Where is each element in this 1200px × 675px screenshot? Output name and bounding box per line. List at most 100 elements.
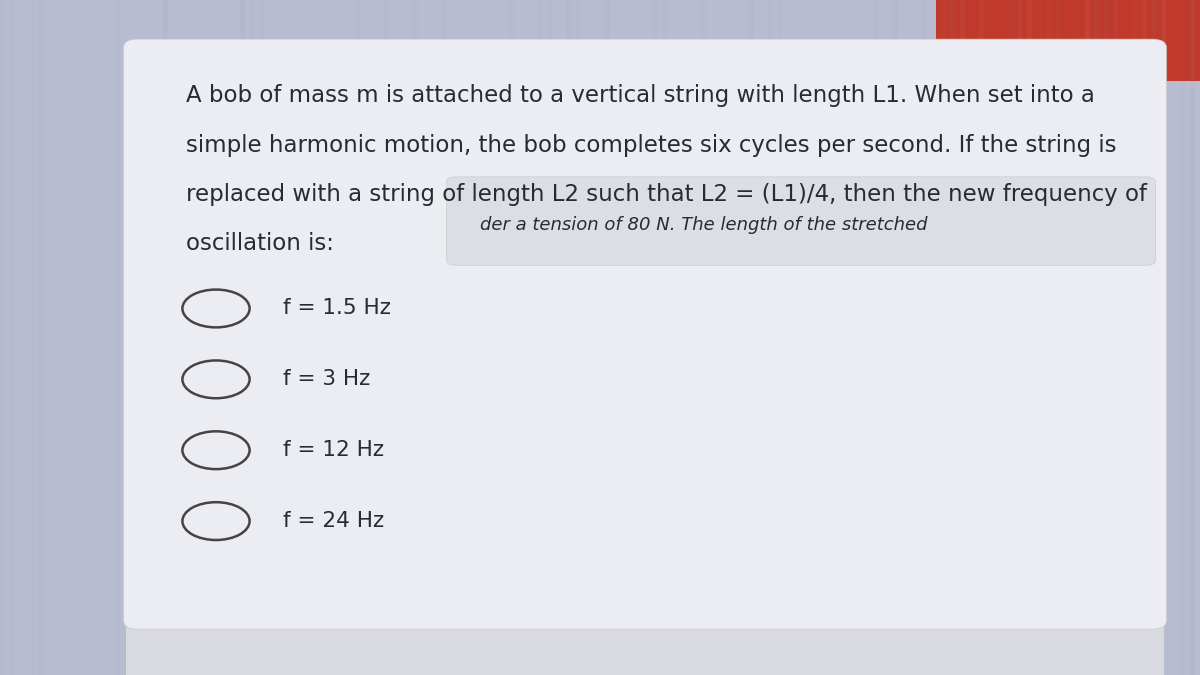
Bar (374, 0, 379, 675)
Bar (1018, 0, 1022, 675)
Bar (1104, 0, 1109, 675)
Bar (806, 0, 811, 675)
Bar (826, 0, 830, 675)
Bar (58, 0, 62, 675)
Bar (1114, 0, 1118, 675)
Bar (346, 0, 350, 675)
Bar (1094, 0, 1099, 675)
Bar (931, 0, 936, 675)
Bar (566, 0, 571, 675)
Bar (1075, 0, 1080, 675)
Bar (653, 0, 658, 675)
Bar (989, 0, 994, 675)
Bar (922, 0, 926, 675)
Bar (979, 0, 984, 675)
Bar (278, 0, 283, 675)
Bar (0, 0, 5, 675)
Bar (1008, 0, 1013, 675)
Bar (950, 0, 955, 675)
Text: simple harmonic motion, the bob completes six cycles per second. If the string i: simple harmonic motion, the bob complete… (186, 134, 1116, 157)
Bar (864, 0, 869, 675)
Bar (902, 0, 907, 675)
Bar (1027, 0, 1032, 675)
Bar (259, 0, 264, 675)
Bar (576, 0, 581, 675)
Bar (182, 0, 187, 675)
Bar (854, 0, 859, 675)
Text: oscillation is:: oscillation is: (186, 232, 334, 255)
Bar (845, 0, 850, 675)
Bar (432, 0, 437, 675)
Bar (480, 0, 485, 675)
Bar (787, 0, 792, 675)
Bar (86, 0, 91, 675)
Bar (1190, 0, 1195, 675)
Text: f = 12 Hz: f = 12 Hz (283, 440, 384, 460)
Bar (19, 0, 24, 675)
Bar (1152, 0, 1157, 675)
Text: der a tension of 80 N. The length of the stretched: der a tension of 80 N. The length of the… (480, 216, 928, 234)
Bar (547, 0, 552, 675)
Bar (883, 0, 888, 675)
Bar (816, 0, 821, 675)
Bar (67, 0, 72, 675)
Bar (96, 0, 101, 675)
Bar (874, 0, 878, 675)
Bar (499, 0, 504, 675)
Bar (422, 0, 427, 675)
Text: f = 3 Hz: f = 3 Hz (283, 369, 371, 389)
Bar (998, 0, 1003, 675)
Bar (1037, 0, 1042, 675)
Bar (144, 0, 149, 675)
Bar (1123, 0, 1128, 675)
Bar (154, 0, 158, 675)
Bar (643, 0, 648, 675)
Bar (960, 0, 965, 675)
Bar (586, 0, 590, 675)
Bar (691, 0, 696, 675)
Bar (451, 0, 456, 675)
Bar (490, 0, 494, 675)
FancyBboxPatch shape (126, 587, 1164, 675)
Bar (10, 0, 14, 675)
Bar (461, 0, 466, 675)
Bar (288, 0, 293, 675)
Bar (518, 0, 523, 675)
Bar (720, 0, 725, 675)
Bar (595, 0, 600, 675)
Bar (624, 0, 629, 675)
Bar (1171, 0, 1176, 675)
Bar (835, 0, 840, 675)
Bar (1066, 0, 1070, 675)
Bar (1056, 0, 1061, 675)
FancyBboxPatch shape (124, 39, 1166, 629)
Bar (48, 0, 53, 675)
Bar (163, 0, 168, 675)
Bar (442, 0, 446, 675)
Bar (202, 0, 206, 675)
Bar (1133, 0, 1138, 675)
Bar (936, 0, 1200, 81)
Bar (413, 0, 418, 675)
Bar (730, 0, 734, 675)
Bar (941, 0, 946, 675)
Bar (1046, 0, 1051, 675)
Bar (634, 0, 638, 675)
Bar (326, 0, 331, 675)
Bar (739, 0, 744, 675)
Bar (662, 0, 667, 675)
Bar (394, 0, 398, 675)
Bar (125, 0, 130, 675)
Bar (173, 0, 178, 675)
Bar (778, 0, 782, 675)
Bar (614, 0, 619, 675)
Bar (1162, 0, 1166, 675)
Bar (768, 0, 773, 675)
Text: f = 1.5 Hz: f = 1.5 Hz (283, 298, 391, 319)
Bar (221, 0, 226, 675)
Bar (115, 0, 120, 675)
Bar (912, 0, 917, 675)
Bar (970, 0, 974, 675)
Bar (365, 0, 370, 675)
Bar (192, 0, 197, 675)
